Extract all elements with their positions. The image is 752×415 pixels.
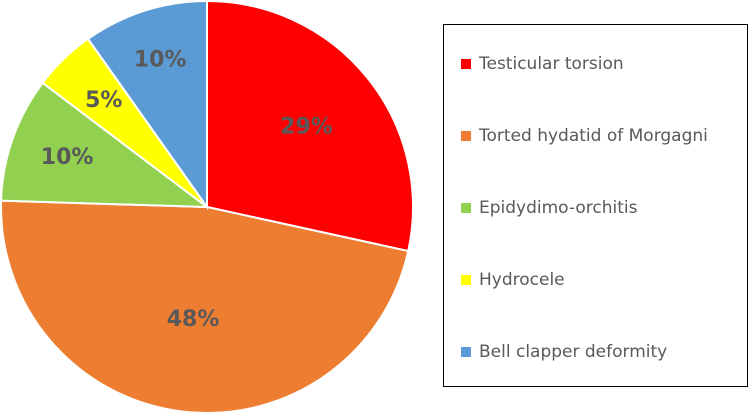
legend-label: Torted hydatid of Morgagni	[479, 126, 708, 146]
legend-label: Bell clapper deformity	[479, 342, 668, 362]
data-label-1: 29%	[280, 114, 333, 139]
pie-slice-1	[206, 0, 414, 253]
legend-item-4: Hydrocele	[461, 270, 565, 290]
legend-swatch	[461, 203, 471, 213]
legend-swatch	[461, 59, 471, 69]
pie-slice-2	[0, 199, 410, 414]
chart-legend: Testicular torsion Torted hydatid of Morg…	[443, 24, 748, 387]
data-label-4: 5%	[85, 88, 122, 113]
pie-slice-5	[86, 0, 208, 211]
legend-label: Epidydimo-orchitis	[479, 198, 638, 218]
legend-item-2: Torted hydatid of Morgagni	[461, 126, 708, 146]
legend-swatch	[461, 131, 471, 141]
data-label-3: 10%	[41, 145, 94, 170]
legend-swatch	[461, 347, 471, 357]
data-label-5: 10%	[134, 47, 187, 72]
pie-slice-3	[0, 81, 211, 209]
legend-item-5: Bell clapper deformity	[461, 342, 667, 362]
legend-label: Testicular torsion	[479, 54, 624, 74]
legend-item-3: Epidydimo-orchitis	[461, 198, 637, 218]
data-label-2: 48%	[167, 307, 220, 332]
legend-swatch	[461, 275, 471, 285]
legend-item-1: Testicular torsion	[461, 54, 624, 74]
legend-label: Hydrocele	[479, 270, 565, 290]
